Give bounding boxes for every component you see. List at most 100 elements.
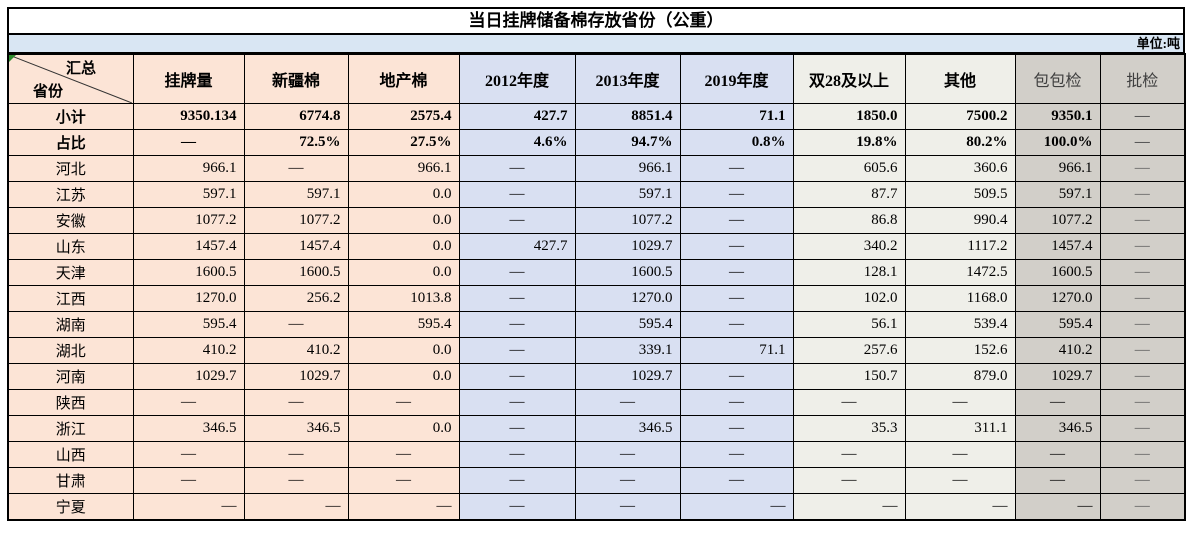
cell-gansu-y2013: — — [574, 467, 681, 494]
cell-anhui-y2013: 1077.2 — [574, 207, 681, 234]
row-label-hubei: 湖北 — [7, 337, 134, 364]
cell-zhejiang-y2013: 346.5 — [574, 415, 681, 442]
cell-henan-guapailiang: 1029.7 — [132, 363, 245, 390]
cell-jiangxi-y2013: 1270.0 — [574, 285, 681, 312]
cell-shaanxi-y2019: — — [679, 389, 794, 416]
green-corner-marker-icon — [9, 55, 16, 62]
cell-tianjin-baobaojian: 1600.5 — [1014, 259, 1101, 286]
cell-hebei-xinjiangmian: — — [243, 155, 349, 182]
cell-zhanbi-guapailiang: — — [132, 129, 245, 156]
row-label-shandong: 山东 — [7, 233, 134, 260]
cell-jiangsu-y2013: 597.1 — [574, 181, 681, 208]
cell-hubei-guapailiang: 410.2 — [132, 337, 245, 364]
cell-zhejiang-shuang28: 35.3 — [792, 415, 906, 442]
cell-henan-xinjiangmian: 1029.7 — [243, 363, 349, 390]
cell-ningxia-pijian: — — [1099, 493, 1186, 521]
column-header-shuang28: 双28及以上 — [792, 53, 906, 104]
cell-xiaoji-y2012: 427.7 — [458, 103, 576, 130]
row-label-shanxi: 山西 — [7, 441, 134, 468]
cell-anhui-shuang28: 86.8 — [792, 207, 906, 234]
cell-hunan-pijian: — — [1099, 311, 1186, 338]
cell-zhejiang-y2012: — — [458, 415, 576, 442]
cell-anhui-guapailiang: 1077.2 — [132, 207, 245, 234]
cell-tianjin-pijian: — — [1099, 259, 1186, 286]
cell-hebei-guapailiang: 966.1 — [132, 155, 245, 182]
cell-shaanxi-y2012: — — [458, 389, 576, 416]
cell-ningxia-y2019: — — [679, 493, 794, 521]
cell-gansu-y2019: — — [679, 467, 794, 494]
row-label-hunan: 湖南 — [7, 311, 134, 338]
cell-shaanxi-dichanmian: — — [347, 389, 460, 416]
corner-label-summary: 汇总 — [66, 61, 97, 77]
cell-zhanbi-y2019: 0.8% — [679, 129, 794, 156]
cell-hunan-y2012: — — [458, 311, 576, 338]
cell-gansu-xinjiangmian: — — [243, 467, 349, 494]
cell-anhui-y2012: — — [458, 207, 576, 234]
cell-jiangsu-shuang28: 87.7 — [792, 181, 906, 208]
column-header-y2019: 2019年度 — [679, 53, 794, 104]
cell-shaanxi-baobaojian: — — [1014, 389, 1101, 416]
cell-shandong-guapailiang: 1457.4 — [132, 233, 245, 260]
cell-zhanbi-shuang28: 19.8% — [792, 129, 906, 156]
cell-hubei-pijian: — — [1099, 337, 1186, 364]
table-row-shaanxi: 陕西 — — — — — — — — — — — [7, 389, 1186, 416]
cell-zhejiang-qita: 311.1 — [904, 415, 1016, 442]
cell-jiangxi-y2012: — — [458, 285, 576, 312]
cell-hunan-qita: 539.4 — [904, 311, 1016, 338]
cell-zhanbi-xinjiangmian: 72.5% — [243, 129, 349, 156]
table-row-hebei: 河北 966.1—966.1—966.1—605.6 360.6 966.1— — [7, 155, 1186, 182]
cell-jiangsu-xinjiangmian: 597.1 — [243, 181, 349, 208]
row-label-jiangxi: 江西 — [7, 285, 134, 312]
cell-zhejiang-xinjiangmian: 346.5 — [243, 415, 349, 442]
cell-jiangsu-dichanmian: 0.0 — [347, 181, 460, 208]
cell-jiangsu-guapailiang: 597.1 — [132, 181, 245, 208]
cell-henan-baobaojian: 1029.7 — [1014, 363, 1101, 390]
cell-xiaoji-y2019: 71.1 — [679, 103, 794, 130]
cell-jiangxi-baobaojian: 1270.0 — [1014, 285, 1101, 312]
cell-zhejiang-guapailiang: 346.5 — [132, 415, 245, 442]
cell-tianjin-guapailiang: 1600.5 — [132, 259, 245, 286]
cell-zhejiang-baobaojian: 346.5 — [1014, 415, 1101, 442]
cell-hebei-y2013: 966.1 — [574, 155, 681, 182]
cell-henan-pijian: — — [1099, 363, 1186, 390]
table-row-anhui: 安徽 1077.2 1077.2 0.0—1077.2—86.8 990.4 1077.2… — [7, 207, 1186, 234]
row-label-jiangsu: 江苏 — [7, 181, 134, 208]
cell-ningxia-guapailiang: — — [132, 493, 245, 521]
cell-shanxi-shuang28: — — [792, 441, 906, 468]
row-label-xiaoji: 小计 — [7, 103, 134, 130]
cell-gansu-dichanmian: — — [347, 467, 460, 494]
table-row-gansu: 甘肃 — — — — — — — — — — — [7, 467, 1186, 494]
cell-anhui-y2019: — — [679, 207, 794, 234]
cell-henan-y2013: 1029.7 — [574, 363, 681, 390]
cell-tianjin-y2013: 1600.5 — [574, 259, 681, 286]
cell-shaanxi-y2013: — — [574, 389, 681, 416]
cell-hebei-shuang28: 605.6 — [792, 155, 906, 182]
cell-jiangxi-pijian: — — [1099, 285, 1186, 312]
cell-hubei-dichanmian: 0.0 — [347, 337, 460, 364]
row-label-shaanxi: 陕西 — [7, 389, 134, 416]
cell-shanxi-guapailiang: — — [132, 441, 245, 468]
cell-xiaoji-dichanmian: 2575.4 — [347, 103, 460, 130]
cell-hubei-y2012: — — [458, 337, 576, 364]
table-row-tianjin: 天津 1600.5 1600.5 0.0—1600.5—128.1 1472.5 1600… — [7, 259, 1186, 286]
cell-shandong-y2013: 1029.7 — [574, 233, 681, 260]
cell-anhui-baobaojian: 1077.2 — [1014, 207, 1101, 234]
column-header-dichanmian: 地产棉 — [347, 53, 460, 104]
cell-xiaoji-qita: 7500.2 — [904, 103, 1016, 130]
table-row-jiangxi: 江西 1270.0 256.2 1013.8—1270.0—102.0 1168.0 12… — [7, 285, 1186, 312]
cell-hubei-qita: 152.6 — [904, 337, 1016, 364]
cell-shandong-qita: 1117.2 — [904, 233, 1016, 260]
cell-shanxi-pijian: — — [1099, 441, 1186, 468]
cell-shaanxi-pijian: — — [1099, 389, 1186, 416]
cell-jiangsu-y2012: — — [458, 181, 576, 208]
cell-hebei-y2019: — — [679, 155, 794, 182]
table-row-henan: 河南 1029.7 1029.7 0.0—1029.7—150.7 879.0 1029.… — [7, 363, 1186, 390]
cell-gansu-baobaojian: — — [1014, 467, 1101, 494]
column-header-xinjiangmian: 新疆棉 — [243, 53, 349, 104]
column-header-y2013: 2013年度 — [574, 53, 681, 104]
table-row-ningxia: 宁夏 — — — — — — — — — — — [7, 493, 1186, 521]
report-sheet: 当日挂牌储备棉存放省份（公重） 单位:吨 汇总 省份 挂牌量 新疆棉 地产棉 2012… — [7, 7, 1186, 521]
cell-zhejiang-y2019: — — [679, 415, 794, 442]
cell-ningxia-dichanmian: — — [347, 493, 460, 521]
cell-shandong-y2012: 427.7 — [458, 233, 576, 260]
